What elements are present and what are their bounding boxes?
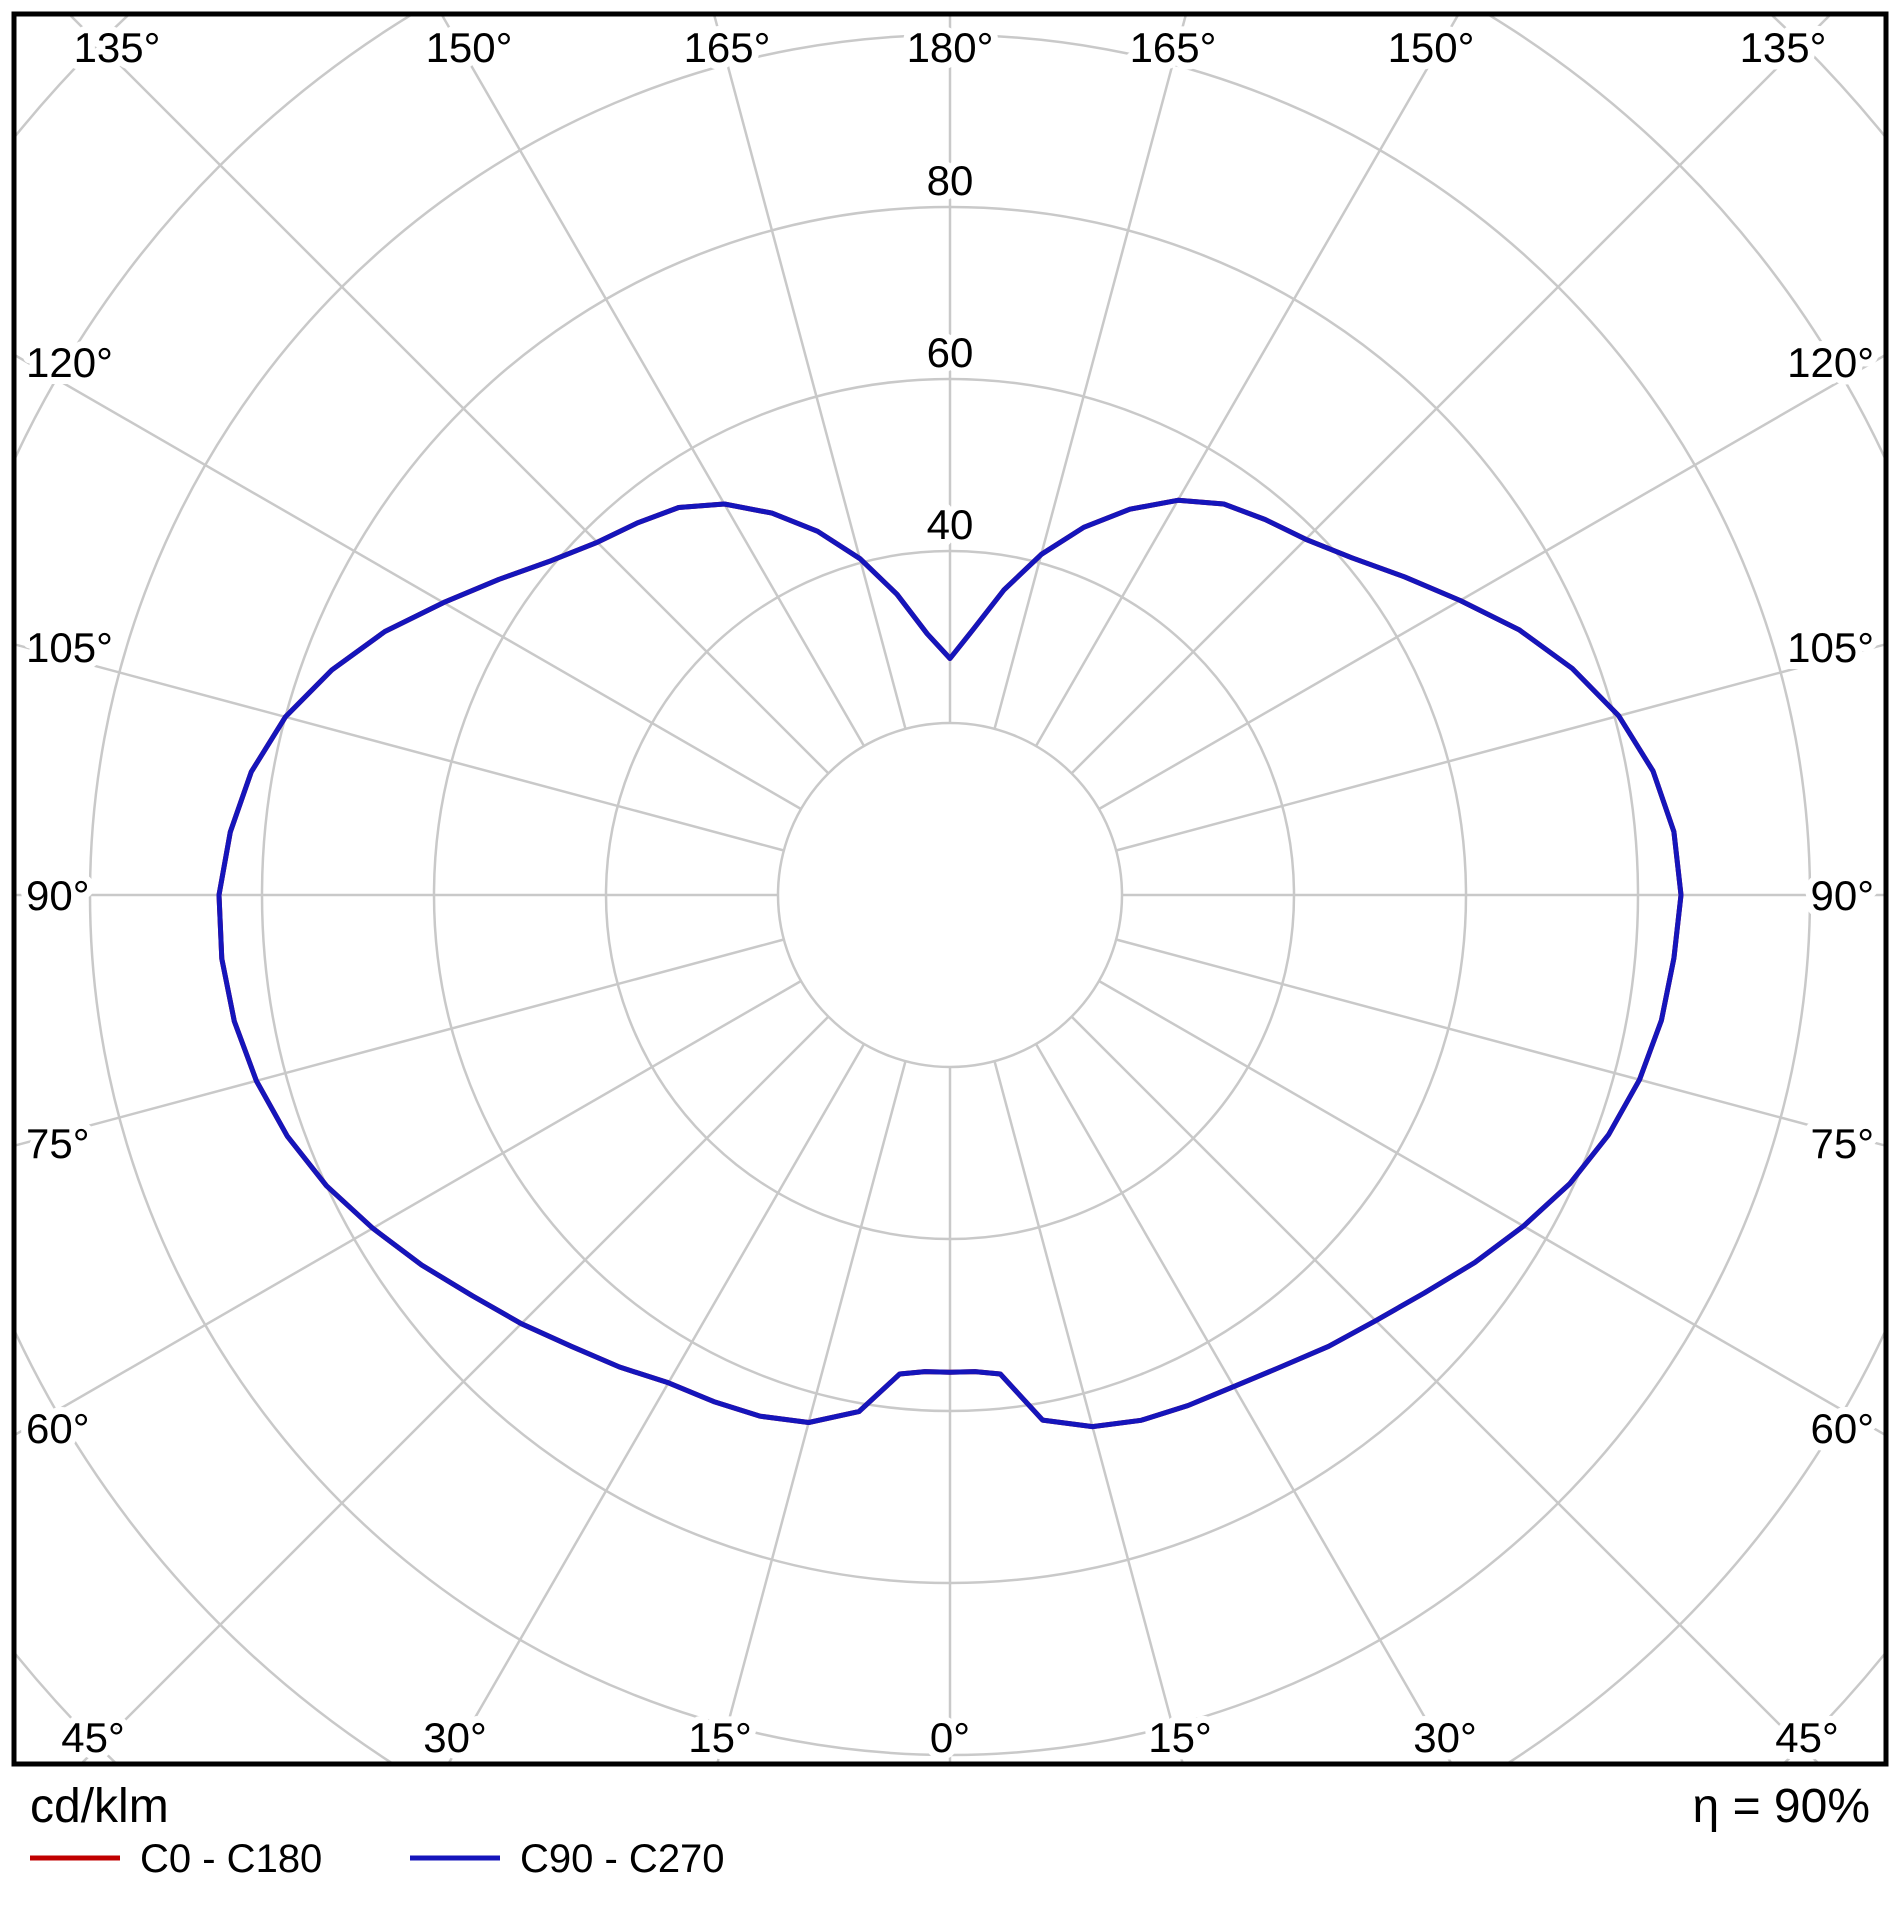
grid-spoke: [81, 1015, 830, 1762]
grid-spoke: [448, 1043, 866, 1762]
radial-tick-label: 60: [927, 329, 974, 376]
angle-tick-label: 30°: [1413, 1714, 1477, 1761]
legend-label-c90-c270: C90 - C270: [520, 1837, 725, 1881]
units-label: cd/klm: [30, 1780, 169, 1833]
legend: C0 - C180 C90 - C270: [30, 1837, 725, 1881]
angle-tick-label: 135°: [1740, 24, 1827, 71]
angle-tick-label: 165°: [684, 24, 771, 71]
grid-spoke: [16, 938, 785, 1147]
chart-frame: [11, 11, 1889, 1767]
grid-spoke: [1115, 938, 1884, 1147]
angle-tick-label: 120°: [26, 339, 113, 386]
grid-spoke: [16, 643, 785, 852]
radial-tick-label: 80: [927, 157, 974, 204]
angle-tick-label: 45°: [1775, 1714, 1839, 1761]
legend-label-c0-c180: C0 - C180: [140, 1837, 322, 1881]
grid-ring: [776, 721, 1124, 1069]
angle-tick-label: 75°: [1810, 1120, 1874, 1167]
axis-labels: 0° 15° 15° 30° 30° 45° 45° 60° 60° 75° 75° 90° 90° 10…: [19, 17, 1881, 1768]
angle-tick-label: 30°: [423, 1714, 487, 1761]
grid-spoke: [1115, 643, 1884, 852]
angle-tick-label: 15°: [1148, 1714, 1212, 1761]
curve-layer: [216, 497, 1684, 1430]
angle-tick-label: 75°: [26, 1120, 90, 1167]
grid-spoke: [69, 16, 830, 775]
angle-tick-label: 150°: [426, 24, 513, 71]
grid-spoke: [993, 16, 1187, 730]
angle-tick-label: 180°: [907, 24, 994, 71]
grid-spoke: [1034, 16, 1459, 747]
grid-spoke: [993, 1060, 1184, 1762]
grid-spoke: [16, 354, 802, 811]
radial-tick-label: 40: [927, 501, 974, 548]
grid-spoke: [1098, 354, 1884, 811]
grid-spoke: [713, 16, 907, 730]
angle-tick-label: 15°: [688, 1714, 752, 1761]
grid-spoke: [1034, 1043, 1452, 1762]
angle-tick-label: 90°: [1810, 872, 1874, 919]
angle-tick-label: 165°: [1130, 24, 1217, 71]
angle-tick-label: 135°: [74, 24, 161, 71]
angle-tick-label: 60°: [26, 1405, 90, 1452]
grid-spoke: [441, 16, 866, 747]
angle-tick-label: 0°: [930, 1714, 970, 1761]
angle-tick-label: 120°: [1787, 339, 1874, 386]
angle-tick-label: 105°: [1787, 624, 1874, 671]
angle-tick-label: 105°: [26, 624, 113, 671]
grid-spoke: [1070, 1015, 1819, 1762]
grid-spoke: [1098, 979, 1884, 1436]
curve-c90-c270: [216, 497, 1684, 1430]
grid-spoke: [716, 1060, 907, 1762]
angle-tick-label: 150°: [1388, 24, 1475, 71]
grid-spoke: [1070, 16, 1831, 775]
grid-spoke: [16, 979, 802, 1436]
angle-tick-label: 45°: [61, 1714, 125, 1761]
efficiency-label: η = 90%: [1693, 1780, 1870, 1833]
angle-tick-label: 60°: [1810, 1405, 1874, 1452]
angle-tick-label: 90°: [26, 872, 90, 919]
